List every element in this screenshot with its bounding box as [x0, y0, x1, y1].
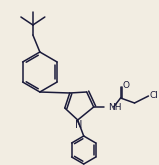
Text: Cl: Cl: [149, 92, 158, 100]
Text: NH: NH: [109, 102, 122, 112]
Text: O: O: [122, 82, 129, 90]
Text: N: N: [75, 120, 82, 130]
